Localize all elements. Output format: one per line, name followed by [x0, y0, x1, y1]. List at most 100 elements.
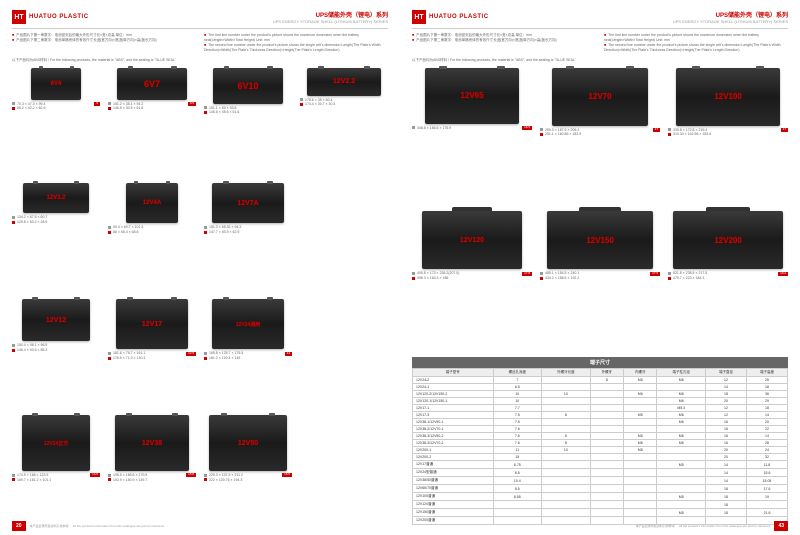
table-cell: 8: [590, 377, 623, 384]
battery-label: 12V70: [588, 92, 611, 101]
table-cell: [590, 405, 623, 412]
table-row: 12V38-3/12V50-27.68M5M61614: [413, 433, 788, 440]
battery-label: 12V120: [460, 237, 484, 244]
product-cell: 12V2.2 178.6 × 35 × 60.4174.4 × 30.7 × 30…: [300, 68, 388, 178]
table-cell: 11.8: [746, 461, 787, 469]
note2-cn: 产品图片下第二串数字：电池单格壳体的有效尺寸长(板宽方向)×宽(板厚方向)×高(…: [416, 38, 557, 42]
table-header: 端子型号: [413, 369, 494, 377]
left-page: HT HUATUO PLASTIC UPS储能外壳（锂电）系列 UPS ENER…: [0, 0, 400, 535]
table-cell: [590, 509, 623, 517]
table-cell: M8: [657, 493, 706, 501]
table-cell: [624, 426, 657, 433]
table-cell: [657, 485, 706, 493]
table-cell: [542, 454, 591, 461]
table-cell: [657, 447, 706, 454]
product-cell: 12V100330.8 × 172.8 × 219.417310.34 × 16…: [668, 68, 788, 206]
dimensions: 178.6 × 35 × 60.4174.4 × 30.7 × 30.4: [300, 98, 388, 107]
table-cell: M5: [657, 461, 706, 469]
table-cell: M5: [624, 377, 657, 384]
table-cell: 26: [746, 377, 787, 384]
table-cell: 12V38-3/12V70-2: [413, 440, 494, 447]
table-cell: [657, 477, 706, 485]
page-ref: 17.8: [522, 272, 532, 276]
table-cell: 14: [746, 433, 787, 440]
table-cell: 12V38-2/12V70-1: [413, 426, 494, 433]
table-row: 12V100普通8.55M81819: [413, 493, 788, 501]
dim2: 176.9 × 71.9 × 130.3: [113, 356, 145, 361]
table-cell: 18: [746, 405, 787, 412]
product-cell: 12V38196.5 × 165.6 × 170.515.8192.9 × 16…: [108, 415, 196, 525]
table-cell: 6.5: [493, 469, 542, 477]
table-cell: M6: [657, 377, 706, 384]
product-cell: 12V12 150.4 × 98.1 × 96.5146.4 × 93.6 × 8…: [12, 299, 100, 409]
dimensions: 405.8 × 173 × 236.2(207.5)17.8396.3 × 16…: [412, 271, 532, 280]
table-cell: 12V65/70普通: [413, 485, 494, 493]
table-cell: 14: [705, 461, 746, 469]
battery-image: 12V70: [552, 68, 648, 126]
dim2: 475.7 × 223 × 184.3: [673, 276, 704, 281]
table-row: 12V17-17.7M5.31218: [413, 405, 788, 412]
table-cell: 7.6: [493, 440, 542, 447]
battery-image: 12V150: [547, 211, 653, 269]
battery-label: 12V2.2: [333, 78, 355, 85]
table-cell: [542, 461, 591, 469]
table-cell: 14: [705, 469, 746, 477]
table-cell: 15.05: [746, 477, 787, 485]
dimensions: 150.4 × 98.1 × 96.5146.4 × 93.6 × 85.3: [12, 343, 100, 352]
table-cell: 15: [493, 454, 542, 461]
table-cell: M6: [657, 440, 706, 447]
table-row: 12V17普通6.75M51411.8: [413, 461, 788, 469]
table-cell: M5.3: [657, 405, 706, 412]
disclaimer-cn: 本产品目录所载资料只供参考: [30, 524, 69, 528]
table-cell: [590, 447, 623, 454]
page-ref: 16.5: [522, 126, 532, 130]
table-header: 端子高度: [746, 369, 787, 377]
page-ref: 14: [285, 352, 292, 356]
table-cell: [542, 426, 591, 433]
table-cell: [657, 469, 706, 477]
dimensions: 348.8 × 166.6 × 176.9 16.5: [412, 126, 532, 131]
table-cell: 12V17-1: [413, 405, 494, 412]
table-cell: 12: [705, 377, 746, 384]
page-ref: 12.5: [186, 352, 196, 356]
dim1: 348.8 × 166.6 × 176.9: [417, 126, 451, 131]
table-cell: 8.5: [493, 485, 542, 493]
table-cell: 8: [542, 412, 591, 419]
table-cell: [657, 426, 706, 433]
table-cell: 10: [493, 391, 542, 398]
table-cell: [590, 440, 623, 447]
table-cell: 20: [746, 419, 787, 426]
right-page: HT HUATUO PLASTIC UPS储能外壳（锂电）系列 UPS ENER…: [400, 0, 800, 535]
dim2: 129.8 × 63.2 × 28.9: [17, 220, 47, 225]
table-cell: 12V38/50普通: [413, 477, 494, 485]
table-cell: 20: [705, 447, 746, 454]
battery-label: 12V12: [46, 317, 66, 324]
battery-image: 6V4: [31, 68, 81, 100]
table-cell: [624, 454, 657, 461]
table-cell: [624, 384, 657, 391]
table-row: 12V150普通M81821.6: [413, 509, 788, 517]
product-cell: 6V10151.1 × 50 × 93.8146.6 × 45.6 × 61.6: [204, 68, 292, 178]
product-cell: 12V70259.3 × 167.9 × 209.417251.1 × 160.…: [540, 68, 660, 206]
table-cell: 14: [705, 477, 746, 485]
battery-label: 12V150: [586, 236, 614, 245]
table-row: 12V200-2152032: [413, 454, 788, 461]
table-cell: [590, 433, 623, 440]
dim2: 222 × 130.76 × 194.3: [209, 478, 242, 483]
table-cell: 20: [705, 454, 746, 461]
table-cell: M6: [624, 391, 657, 398]
product-cell: 12V150485.1 × 154.5 × 240.117.5434.2 × 1…: [540, 211, 660, 349]
table-cell: 15.6: [746, 469, 787, 477]
table-cell: 12: [705, 412, 746, 419]
table-cell: 24: [746, 447, 787, 454]
page-ref: 19.2: [778, 272, 788, 276]
dimensions: 134.2 × 67.6 × 60.7129.8 × 63.2 × 28.9: [12, 215, 100, 224]
disclaimer-cn: 本产品目录所载资料只供参考: [636, 524, 675, 528]
note1-cn: 产品图片下第一串数字：电池密封后的最大外形尺寸长×宽×总高 单位：mm: [16, 33, 132, 37]
table-cell: [542, 384, 591, 391]
battery-label: 6V7: [144, 79, 160, 89]
battery-label: 12V4A: [143, 200, 161, 206]
product-cell: 12V50229.3 × 137.9 × 211.216.5222 × 130.…: [204, 415, 292, 525]
table-cell: M6: [657, 419, 706, 426]
battery-image: 12V120: [422, 211, 522, 269]
